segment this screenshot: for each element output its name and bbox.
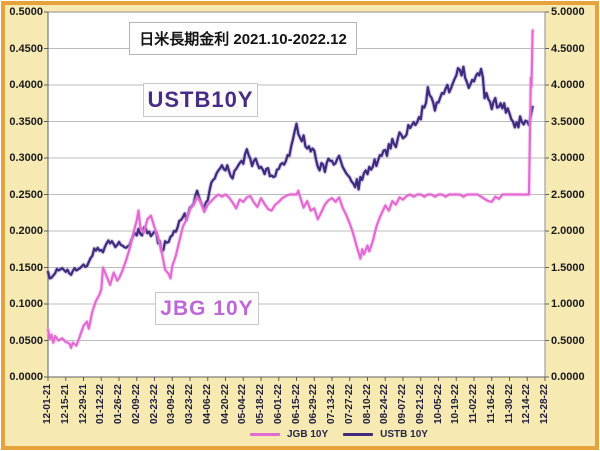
ustb-annotation-box: USTB10Y <box>143 83 258 117</box>
jbg-annotation-box: JBG 10Y <box>155 292 259 325</box>
chart-title-box: 日米長期金利 2021.10-2022.12 <box>129 22 357 55</box>
legend-label-ustb: USTB 10Y <box>380 428 428 440</box>
legend: JGB 10Y USTB 10Y <box>250 427 428 441</box>
legend-swatch-jgb <box>250 432 280 436</box>
jbg-annotation-label: JBG 10Y <box>160 296 254 320</box>
legend-label-jgb: JGB 10Y <box>287 428 329 440</box>
ustb-annotation-label: USTB10Y <box>147 87 254 112</box>
legend-swatch-ustb <box>343 432 374 436</box>
chart-title: 日米長期金利 2021.10-2022.12 <box>139 31 347 48</box>
